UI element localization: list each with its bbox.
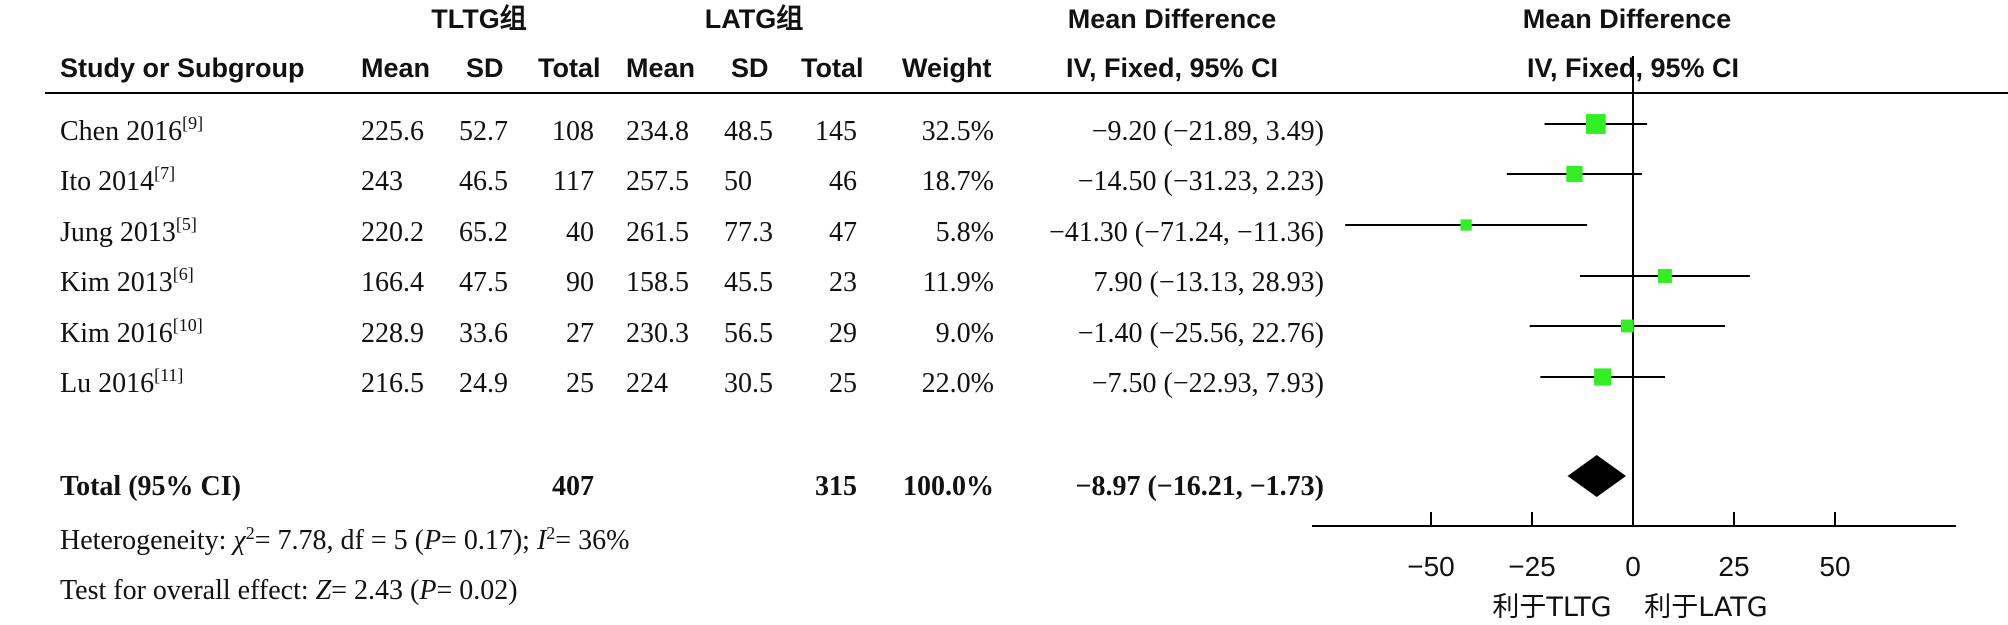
study-name: Lu 2016[11] xyxy=(60,365,183,399)
study-total1: 90 xyxy=(566,267,594,298)
study-weight: 22.0% xyxy=(922,368,994,399)
study-sd1: 47.5 xyxy=(459,267,508,298)
study-sd2: 30.5 xyxy=(724,368,773,399)
total1-header: Total xyxy=(538,53,601,83)
study-mean2: 261.5 xyxy=(626,217,689,248)
study-total2: 145 xyxy=(815,116,857,147)
study-name: Kim 2013[6] xyxy=(60,264,194,298)
study-ci-text: −1.40 (−25.56, 22.76) xyxy=(1078,318,1324,349)
weight-header: Weight xyxy=(902,53,992,83)
study-row: Lu 2016[11] 216.5 24.9 25 224 30.5 25 22.0% −7.5… xyxy=(60,365,1324,399)
study-weight: 18.7% xyxy=(922,166,994,197)
sd1-header: SD xyxy=(466,53,504,83)
study-total1: 117 xyxy=(553,166,594,197)
study-mean2: 224 xyxy=(626,368,668,399)
study-total2: 46 xyxy=(829,166,857,197)
study-sd2: 56.5 xyxy=(724,318,773,349)
study-ci-text: −9.20 (−21.89, 3.49) xyxy=(1092,116,1324,147)
study-ci-text: −41.30 (−71.24, −11.36) xyxy=(1049,217,1324,248)
study-total2: 25 xyxy=(829,368,857,399)
group2-header: LATG组 xyxy=(705,3,803,34)
study-sd2: 50 xyxy=(724,166,752,197)
plot-header-title: Mean Difference xyxy=(1523,4,1732,34)
study-ci-text: −14.50 (−31.23, 2.23) xyxy=(1078,166,1324,197)
x-tick-label: −25 xyxy=(1508,551,1556,582)
study-sd1: 46.5 xyxy=(459,166,508,197)
pooled-diamond xyxy=(1567,455,1627,497)
effect-square xyxy=(1657,269,1672,283)
study-sd2: 77.3 xyxy=(724,217,773,248)
heterogeneity-text: Heterogeneity: χ2= 7.78, df = 5 (P= 0.17… xyxy=(60,523,629,556)
study-row: Ito 2014[7] 243 46.5 117 257.5 50 46 18.7% −14.5… xyxy=(60,163,1324,197)
study-total1: 25 xyxy=(566,368,594,399)
x-tick-label: 25 xyxy=(1718,551,1749,582)
total2-value: 315 xyxy=(815,471,857,502)
overall-effect-text: Test for overall effect: Z= 2.43 (P= 0.0… xyxy=(60,575,518,606)
study-row: Chen 2016[9] 225.6 52.7 108 234.8 48.5 145 32.5… xyxy=(60,113,1324,147)
effect-square xyxy=(1585,114,1606,134)
effect-square xyxy=(1566,165,1583,183)
study-name: Chen 2016[9] xyxy=(60,113,203,147)
study-sd1: 65.2 xyxy=(459,217,508,248)
study-weight: 11.9% xyxy=(923,267,994,298)
study-weight: 5.8% xyxy=(936,217,994,248)
study-name: Ito 2014[7] xyxy=(60,163,175,197)
study-mean2: 257.5 xyxy=(626,166,689,197)
total-weight: 100.0% xyxy=(903,471,994,502)
study-total2: 23 xyxy=(829,267,857,298)
study-mean1: 216.5 xyxy=(361,368,424,399)
study-sd1: 33.6 xyxy=(459,318,508,349)
study-mean2: 230.3 xyxy=(626,318,689,349)
study-mean1: 228.9 xyxy=(361,318,424,349)
study-total2: 47 xyxy=(829,217,857,248)
study-weight: 32.5% xyxy=(922,116,994,147)
effect-square xyxy=(1460,219,1472,231)
study-mean1: 243 xyxy=(361,166,403,197)
study-mean1: 220.2 xyxy=(361,217,424,248)
group1-header: TLTG组 xyxy=(431,3,526,34)
study-column-header: Study or Subgroup xyxy=(60,53,304,83)
study-mean1: 166.4 xyxy=(361,267,424,298)
study-name: Jung 2013[5] xyxy=(60,214,197,248)
study-total1: 108 xyxy=(552,116,594,147)
study-total2: 29 xyxy=(829,318,857,349)
study-total1: 40 xyxy=(566,217,594,248)
study-row: Jung 2013[5] 220.2 65.2 40 261.5 77.3 47 5.8% −4… xyxy=(60,214,1324,248)
forest-plot: −50 −25 0 25 50 xyxy=(1312,56,1956,582)
md-header-title: Mean Difference xyxy=(1068,4,1277,34)
effect-square xyxy=(1620,319,1634,333)
study-ci-text: −7.50 (−22.93, 7.93) xyxy=(1092,368,1324,399)
study-sd1: 24.9 xyxy=(459,368,508,399)
total1-value: 407 xyxy=(552,471,594,502)
x-tick-label: −50 xyxy=(1407,551,1455,582)
effect-square xyxy=(1594,368,1612,386)
study-row: Kim 2013[6] 166.4 47.5 90 158.5 45.5 23 11.9% 7.… xyxy=(60,264,1324,298)
study-mean2: 158.5 xyxy=(626,267,689,298)
study-mean1: 225.6 xyxy=(361,116,424,147)
study-row: Kim 2016[10] 228.9 33.6 27 230.3 56.5 29 9.0% −1… xyxy=(60,315,1324,349)
favors-tltg-label: 利于TLTG xyxy=(1492,592,1611,623)
x-tick-label: 50 xyxy=(1819,551,1850,582)
study-sd2: 48.5 xyxy=(724,116,773,147)
mean1-header: Mean xyxy=(361,53,430,83)
total-ci: −8.97 (−16.21, −1.73) xyxy=(1075,471,1324,502)
study-ci-text: 7.90 (−13.13, 28.93) xyxy=(1094,267,1324,298)
sd2-header: SD xyxy=(731,53,769,83)
study-rows: Chen 2016[9] 225.6 52.7 108 234.8 48.5 145 32.5… xyxy=(60,113,1324,399)
x-tick-label: 0 xyxy=(1625,551,1641,582)
study-mean2: 234.8 xyxy=(626,116,689,147)
study-weight: 9.0% xyxy=(936,318,994,349)
total2-header: Total xyxy=(801,53,864,83)
md-header-sub: IV, Fixed, 95% CI xyxy=(1066,53,1278,83)
study-sd2: 45.5 xyxy=(724,267,773,298)
favors-latg-label: 利于LATG xyxy=(1644,592,1767,623)
study-sd1: 52.7 xyxy=(459,116,508,147)
mean2-header: Mean xyxy=(626,53,695,83)
total-label: Total (95% CI) xyxy=(60,471,241,502)
study-total1: 27 xyxy=(566,318,594,349)
study-name: Kim 2016[10] xyxy=(60,315,203,349)
